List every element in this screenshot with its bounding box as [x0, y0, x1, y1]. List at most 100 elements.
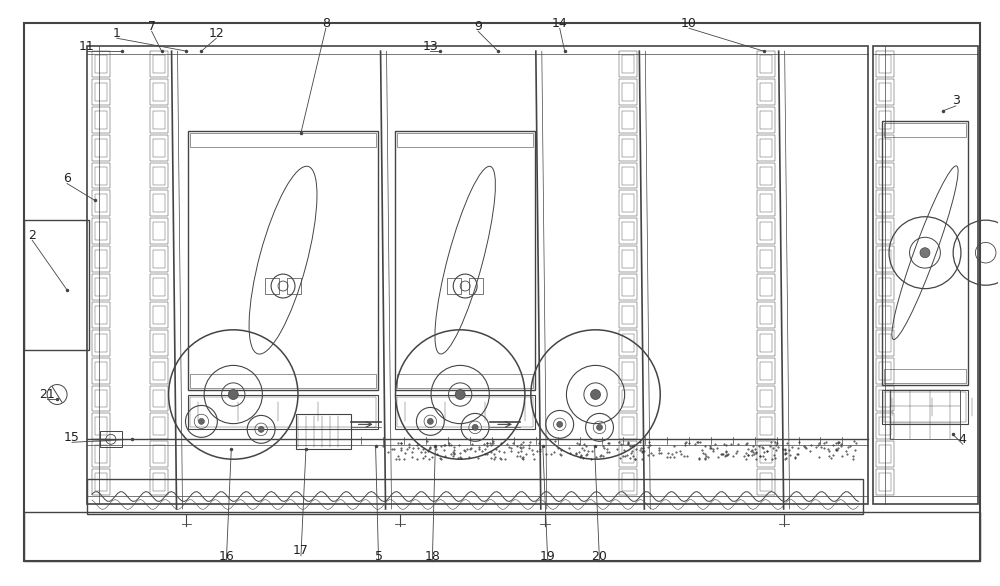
- Bar: [92, 274, 110, 300]
- Bar: [92, 414, 110, 440]
- Bar: [879, 334, 891, 352]
- Bar: [619, 107, 637, 133]
- Bar: [879, 139, 891, 156]
- Bar: [95, 195, 107, 212]
- Bar: [150, 386, 168, 411]
- Bar: [95, 166, 107, 185]
- Text: 1: 1: [113, 27, 121, 40]
- Bar: [619, 441, 637, 467]
- Bar: [153, 139, 165, 156]
- Bar: [760, 362, 772, 380]
- Bar: [92, 79, 110, 105]
- Bar: [757, 163, 775, 189]
- Bar: [397, 374, 533, 387]
- Text: 14: 14: [552, 17, 568, 30]
- Bar: [757, 469, 775, 495]
- Bar: [876, 51, 894, 77]
- Bar: [395, 131, 535, 390]
- Bar: [150, 190, 168, 216]
- Text: 21: 21: [39, 388, 55, 401]
- Bar: [622, 278, 634, 296]
- Bar: [876, 135, 894, 161]
- Bar: [757, 330, 775, 356]
- Bar: [397, 397, 533, 427]
- Bar: [879, 55, 891, 73]
- Bar: [757, 441, 775, 467]
- Text: 16: 16: [218, 550, 234, 563]
- Circle shape: [597, 424, 603, 430]
- Bar: [87, 46, 868, 504]
- Bar: [622, 473, 634, 491]
- Bar: [619, 163, 637, 189]
- Text: 15: 15: [64, 431, 80, 444]
- Bar: [153, 55, 165, 73]
- Bar: [876, 469, 894, 495]
- Bar: [757, 135, 775, 161]
- Bar: [622, 445, 634, 463]
- Text: 2: 2: [28, 229, 36, 242]
- Bar: [95, 111, 107, 129]
- Bar: [92, 302, 110, 328]
- Bar: [622, 390, 634, 407]
- Bar: [92, 135, 110, 161]
- Bar: [92, 107, 110, 133]
- Bar: [150, 441, 168, 467]
- Bar: [153, 111, 165, 129]
- Bar: [757, 190, 775, 216]
- Bar: [95, 55, 107, 73]
- Text: 18: 18: [424, 550, 440, 563]
- Bar: [190, 374, 376, 387]
- Bar: [619, 386, 637, 411]
- Bar: [296, 414, 351, 449]
- Circle shape: [198, 418, 204, 424]
- Bar: [87, 479, 863, 514]
- Bar: [622, 362, 634, 380]
- Bar: [879, 222, 891, 240]
- Bar: [150, 469, 168, 495]
- Bar: [876, 386, 894, 411]
- Bar: [760, 306, 772, 324]
- Text: 13: 13: [422, 40, 438, 53]
- Text: 5: 5: [375, 550, 383, 563]
- Bar: [619, 357, 637, 384]
- Bar: [757, 274, 775, 300]
- Bar: [876, 163, 894, 189]
- Bar: [882, 390, 968, 424]
- Bar: [190, 133, 376, 146]
- Circle shape: [472, 424, 478, 430]
- Text: 19: 19: [540, 550, 556, 563]
- Bar: [619, 219, 637, 244]
- Bar: [879, 417, 891, 435]
- Bar: [153, 83, 165, 101]
- Bar: [760, 83, 772, 101]
- Bar: [622, 417, 634, 435]
- Bar: [150, 302, 168, 328]
- Circle shape: [427, 418, 433, 424]
- Bar: [150, 246, 168, 272]
- Bar: [153, 166, 165, 185]
- Text: 9: 9: [474, 20, 482, 33]
- Bar: [879, 111, 891, 129]
- Bar: [760, 390, 772, 407]
- Bar: [150, 274, 168, 300]
- Bar: [876, 190, 894, 216]
- Bar: [619, 246, 637, 272]
- Bar: [757, 107, 775, 133]
- Bar: [619, 414, 637, 440]
- Circle shape: [228, 390, 238, 400]
- Bar: [92, 163, 110, 189]
- Bar: [760, 278, 772, 296]
- Bar: [619, 79, 637, 105]
- Bar: [150, 414, 168, 440]
- Bar: [153, 473, 165, 491]
- Bar: [95, 473, 107, 491]
- Bar: [760, 473, 772, 491]
- Bar: [92, 330, 110, 356]
- Bar: [150, 79, 168, 105]
- Bar: [760, 195, 772, 212]
- Bar: [92, 441, 110, 467]
- Bar: [447, 278, 461, 294]
- Bar: [760, 111, 772, 129]
- Bar: [395, 394, 535, 430]
- Circle shape: [920, 248, 930, 258]
